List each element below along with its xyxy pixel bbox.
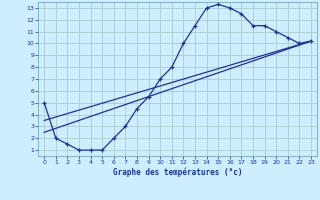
X-axis label: Graphe des températures (°c): Graphe des températures (°c) — [113, 168, 242, 177]
